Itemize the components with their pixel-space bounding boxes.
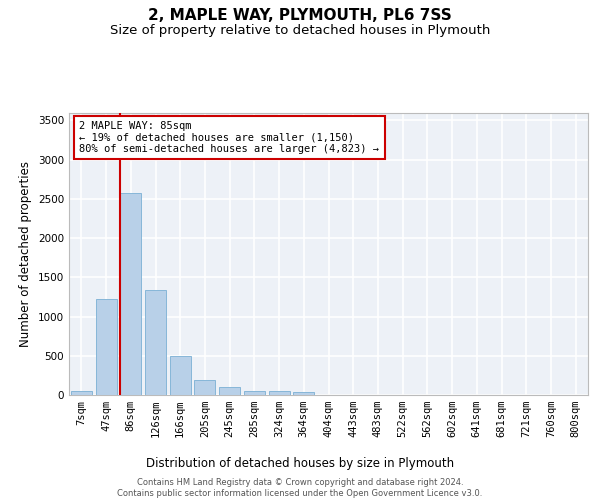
- Bar: [120, 192, 141, 395]
- Text: 2, MAPLE WAY, PLYMOUTH, PL6 7SS: 2, MAPLE WAY, PLYMOUTH, PL6 7SS: [148, 8, 452, 22]
- Bar: [194, 380, 215, 395]
- Bar: [269, 391, 290, 395]
- Text: 2 MAPLE WAY: 85sqm
← 19% of detached houses are smaller (1,150)
80% of semi-deta: 2 MAPLE WAY: 85sqm ← 19% of detached hou…: [79, 121, 379, 154]
- Text: Size of property relative to detached houses in Plymouth: Size of property relative to detached ho…: [110, 24, 490, 37]
- Text: Contains HM Land Registry data © Crown copyright and database right 2024.
Contai: Contains HM Land Registry data © Crown c…: [118, 478, 482, 498]
- Bar: [95, 300, 116, 395]
- Y-axis label: Number of detached properties: Number of detached properties: [19, 161, 32, 347]
- Bar: [145, 290, 166, 395]
- Bar: [71, 391, 92, 395]
- Text: Distribution of detached houses by size in Plymouth: Distribution of detached houses by size …: [146, 458, 454, 470]
- Bar: [244, 391, 265, 395]
- Bar: [293, 392, 314, 395]
- Bar: [219, 387, 240, 395]
- Bar: [170, 356, 191, 395]
